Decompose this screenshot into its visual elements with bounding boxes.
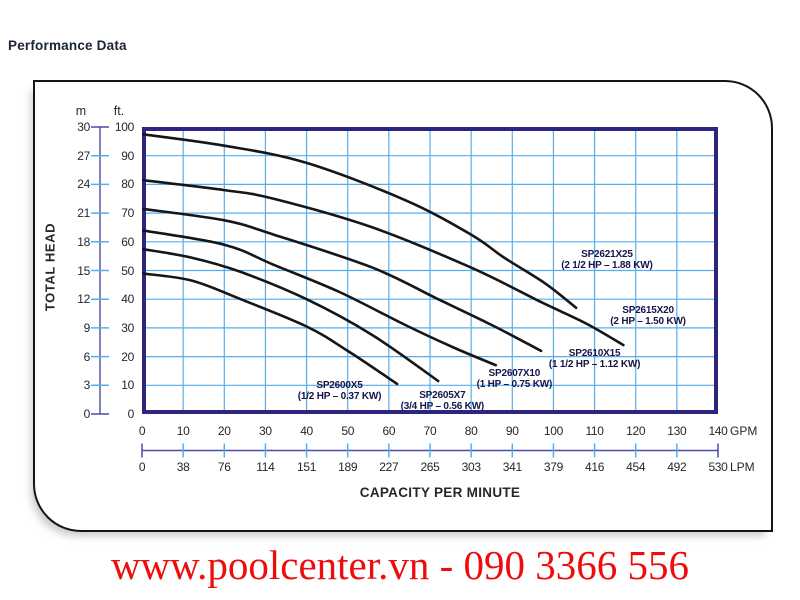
ft-tick-label: 90	[121, 148, 134, 163]
gpm-tick-label: 10	[176, 424, 190, 438]
m-tick-label: 21	[77, 206, 90, 221]
lpm-tick-label: 76	[217, 460, 231, 474]
curve-label-sp2605x7: SP2605X7 (3/4 HP – 0.56 KW)	[400, 390, 485, 413]
watermark-text: www.poolcenter.vn - 090 3366 556	[110, 542, 690, 588]
m-tick-label: 18	[77, 234, 90, 249]
ft-tick-label: 100	[114, 120, 134, 134]
lpm-tick-label: 151	[297, 460, 317, 474]
curve-label-model: SP2600X5	[316, 380, 363, 392]
curve-label-sp2600x5: SP2600X5 (1/2 HP – 0.37 KW)	[297, 380, 382, 403]
curve-label-model: SP2610X15	[568, 348, 621, 360]
lpm-tick-label: 0	[138, 460, 146, 474]
m-tick-label: 24	[77, 177, 90, 192]
lpm-tick-label: 265	[420, 460, 440, 474]
plot-border	[142, 127, 718, 414]
curve-label-power: (2 HP – 1.50 KW)	[610, 316, 686, 328]
x-axis-title: CAPACITY PER MINUTE	[359, 485, 521, 500]
m-tick-label: 0	[83, 407, 91, 421]
pump-curve-sp2621x25	[142, 132, 578, 310]
lpm-tick-label: 38	[176, 460, 190, 474]
pump-curve-sp2605x7	[142, 247, 440, 383]
curve-label-sp2615x20: SP2615X20 (2 HP – 1.50 KW)	[610, 305, 686, 327]
gpm-tick-label: 130	[667, 424, 687, 438]
gpm-tick-label: 90	[505, 424, 519, 438]
m-tick-label: 30	[77, 120, 90, 134]
gpm-tick-label: 140	[708, 424, 728, 438]
m-tick-label: 27	[77, 148, 90, 163]
ft-tick-label: 10	[121, 378, 134, 393]
pump-curves-chart	[142, 127, 718, 414]
curve-label-model: SP2615X20	[622, 305, 674, 317]
curve-label-sp2607x10: SP2607X10 (1 HP – 0.75 KW)	[477, 368, 553, 390]
m-tick-label: 3	[83, 378, 91, 393]
curve-label-power: (2 1/2 HP – 1.88 KW)	[561, 260, 653, 272]
pump-curve-sp2615x20	[142, 178, 625, 347]
gpm-tick-label: 30	[259, 424, 272, 438]
lpm-tick-label: 416	[585, 460, 605, 474]
curve-label-power: (3/4 HP – 0.56 KW)	[400, 401, 485, 413]
pump-curve-sp2610x15	[142, 207, 543, 353]
gpm-tick-label: 0	[138, 424, 146, 438]
curve-label-model: SP2607X10	[488, 367, 541, 379]
curve-label-model: SP2605X7	[419, 390, 466, 402]
m-tick-label: 15	[77, 263, 90, 278]
ft-tick-label: 50	[121, 263, 134, 278]
lpm-tick-label: 227	[379, 460, 399, 474]
lpm-tick-label: 454	[626, 460, 646, 474]
lpm-tick-label: 492	[667, 460, 687, 474]
ft-tick-label: 80	[121, 177, 134, 192]
curve-label-power: (1 1/2 HP – 1.12 KW)	[548, 359, 641, 371]
y-axis-unit-ft: ft.	[113, 104, 125, 118]
gpm-tick-label: 100	[543, 424, 563, 438]
ft-tick-label: 30	[121, 320, 134, 335]
curve-label-power: (1/2 HP – 0.37 KW)	[297, 391, 382, 403]
page-title: Performance Data	[8, 38, 127, 53]
ft-tick-label: 0	[127, 407, 135, 421]
lpm-tick-label: 530	[708, 460, 728, 474]
lpm-tick-label: 114	[256, 460, 275, 474]
gpm-tick-label: 40	[300, 424, 313, 438]
m-tick-label: 9	[83, 320, 91, 335]
ft-tick-label: 70	[121, 206, 134, 221]
gpm-tick-label: 50	[341, 424, 355, 438]
lpm-tick-label: 341	[502, 460, 522, 474]
x-axis-unit-gpm: GPM	[730, 424, 758, 438]
lpm-tick-label: 189	[338, 460, 358, 474]
ft-tick-label: 60	[121, 234, 134, 249]
m-tick-label: 12	[77, 292, 90, 307]
curve-label-power: (1 HP – 0.75 KW)	[476, 378, 553, 390]
x-axis-unit-lpm: LPM	[730, 460, 755, 474]
ft-tick-label: 20	[121, 349, 134, 364]
curve-label-sp2610x15: SP2610X15 (1 1/2 HP – 1.12 KW)	[548, 348, 641, 371]
curve-label-sp2621x25: SP2621X25 (2 1/2 HP – 1.88 KW)	[561, 249, 653, 272]
pump-curve-sp2607x10	[142, 229, 498, 367]
gpm-tick-label: 110	[585, 424, 604, 438]
gpm-tick-label: 60	[382, 424, 396, 438]
lpm-tick-label: 379	[543, 460, 563, 474]
m-tick-label: 6	[83, 349, 91, 364]
pump-curve-sp2600x5	[142, 272, 399, 386]
y-axis-unit-m: m	[75, 104, 87, 118]
curve-label-model: SP2621X25	[581, 249, 633, 261]
ft-tick-label: 40	[121, 292, 134, 307]
gpm-tick-label: 80	[464, 424, 478, 438]
gpm-tick-label: 70	[423, 424, 437, 438]
gpm-tick-label: 120	[626, 424, 646, 438]
lpm-tick-label: 303	[461, 460, 481, 474]
gpm-tick-label: 20	[217, 424, 231, 438]
